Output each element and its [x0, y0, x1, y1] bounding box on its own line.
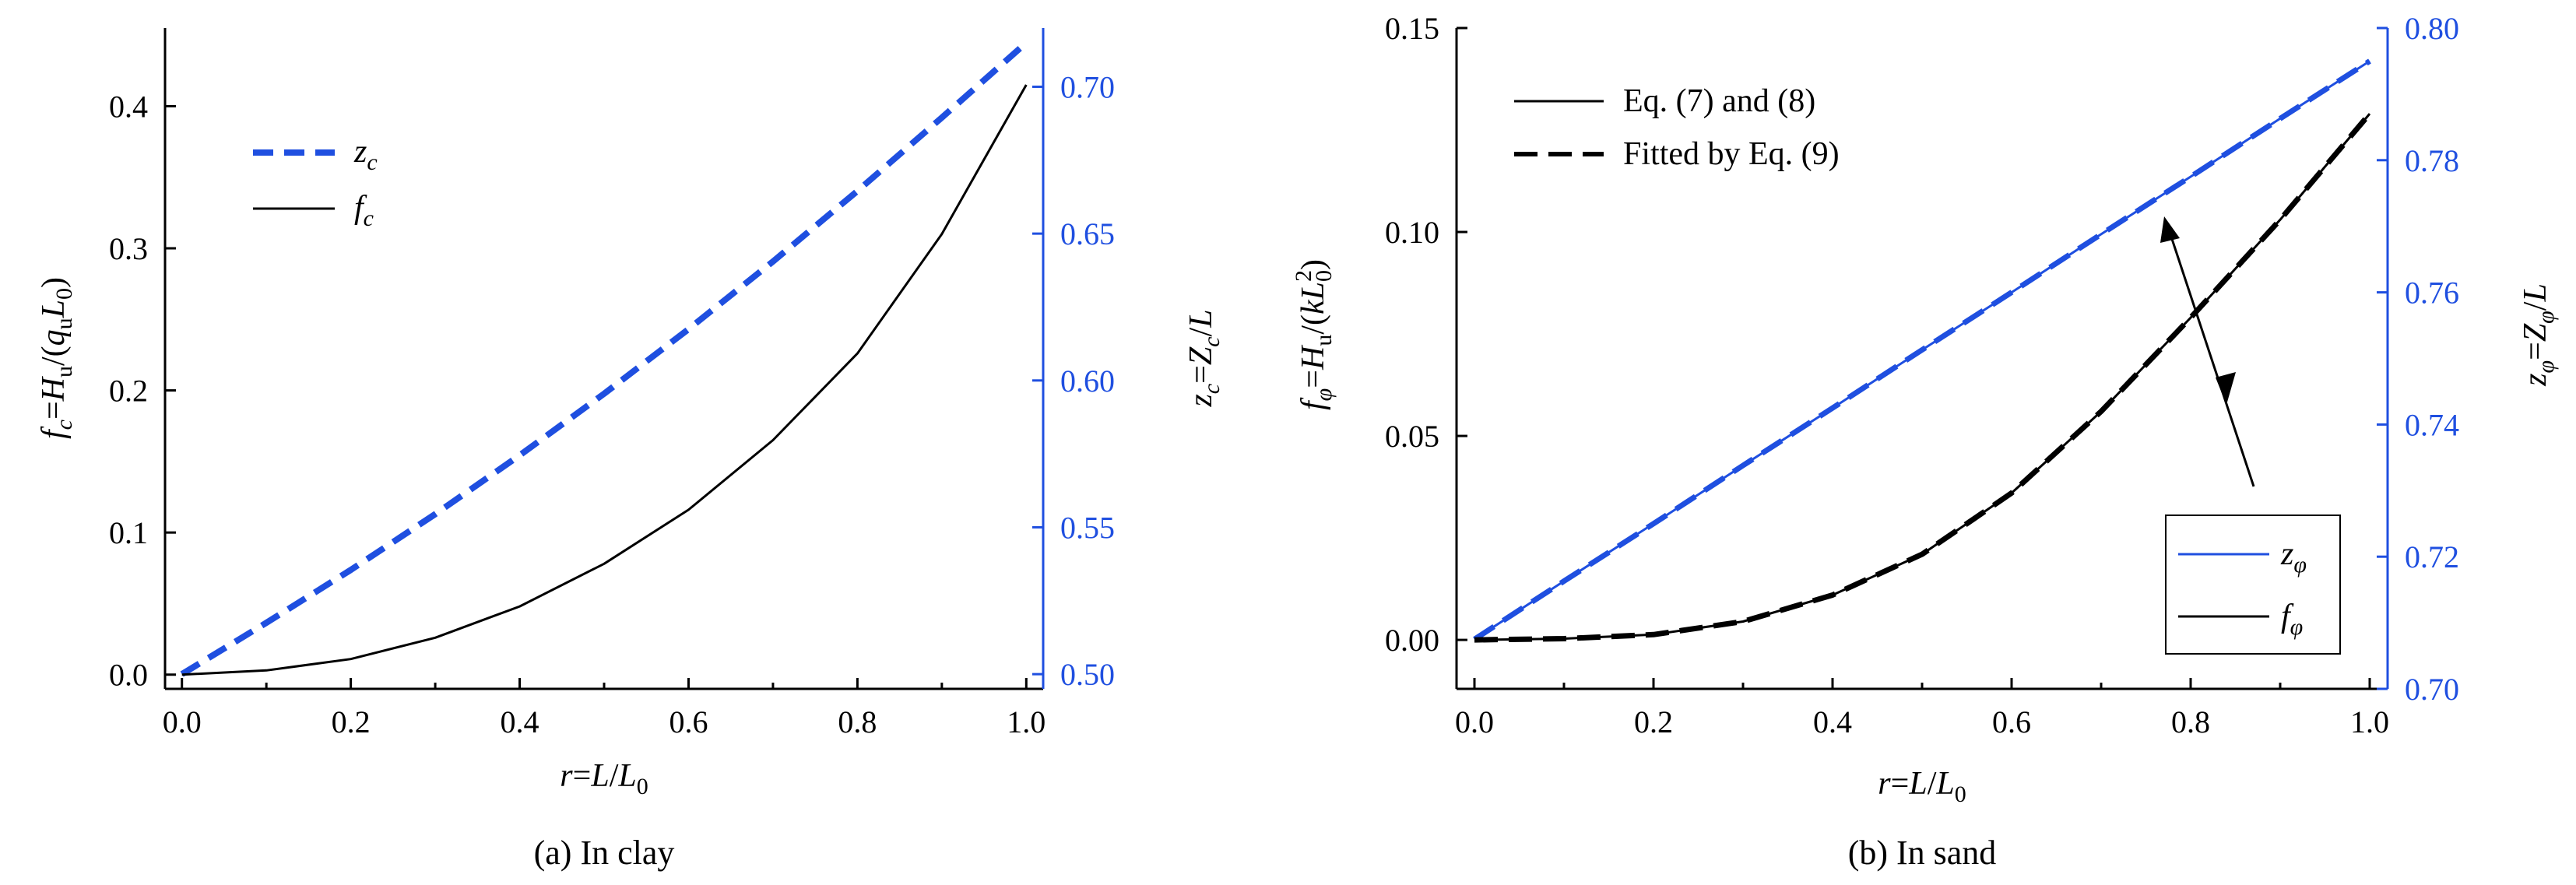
- panel-a-right-tick-label: 0.60: [1060, 363, 1115, 399]
- panel-b-left-tick-label: 0.10: [1385, 215, 1439, 250]
- panel-a-series: [180, 40, 1028, 677]
- arrow-head-f: [2216, 372, 2236, 405]
- panel-b-legend-top: Eq. (7) and (8) Fitted by Eq. (9): [1514, 83, 1840, 172]
- panel-a-x-tick-label: 0.6: [669, 704, 708, 739]
- panel-a-x-tick-label: 0.0: [163, 704, 202, 739]
- panel-b-x-tick-label: 0.8: [2171, 704, 2210, 739]
- panel-a-x-tick-label: 0.8: [838, 704, 877, 739]
- panel-a-right-tick-label: 0.50: [1060, 657, 1115, 692]
- panel-a-left-tick-label: 0.1: [109, 515, 148, 550]
- panel-a-x-ticks: 0.0 0.2 0.4 0.6 0.8 1.0: [163, 678, 1046, 739]
- panel-b-right-tick-label: 0.78: [2405, 143, 2459, 178]
- panel-b-x-tick-label: 0.2: [1634, 704, 1673, 739]
- legend-eq78-label: Eq. (7) and (8): [1623, 83, 1815, 119]
- arrow-head-z: [2160, 216, 2180, 243]
- panel-a-left-tick-label: 0.0: [109, 658, 148, 693]
- panel-b-arrows: [2160, 216, 2255, 487]
- series-zφ-fitted-line: [1473, 58, 2371, 642]
- panel-b-right-axis-label: zφ=Zφ/L: [2518, 283, 2559, 387]
- panel-b-x-tick-label: 0.6: [1992, 704, 2031, 739]
- panel-b-right-tick-label: 0.74: [2405, 407, 2459, 442]
- legend-fc-label: fc: [354, 190, 374, 231]
- panel-a-right-axis-label: zc=Zc/L: [1183, 309, 1225, 407]
- series-fφ-fitted-line: [1474, 111, 2372, 643]
- panel-b-left-ticks: 0.00 0.05 0.10 0.15: [1385, 11, 1467, 658]
- panel-a-right-tick-label: 0.65: [1060, 216, 1115, 251]
- panel-a-left-axis-label: fc=Hu/(quL0): [36, 277, 77, 439]
- panel-a: 0.0 0.2 0.4 0.6 0.8 1.0 0.00.10.20.30.4 0.500…: [36, 28, 1225, 872]
- panel-b: 0.0 0.2 0.4 0.6 0.8 1.0 0.00 0.05 0.10 0.15 0.70…: [1291, 11, 2559, 872]
- panel-a-frame: [163, 28, 1045, 690]
- panel-b-right-ticks: 0.70 0.72 0.74 0.76 0.78 0.80: [2377, 11, 2459, 707]
- panel-a-caption: (a) In clay: [534, 834, 675, 872]
- series-fc-line: [181, 84, 1028, 676]
- legend-box: [2165, 514, 2341, 655]
- panel-b-left-axis-label: fφ=Hu/(kL20): [1291, 259, 1337, 410]
- panel-b-x-tick-label: 1.0: [2350, 704, 2389, 739]
- panel-a-left-tick-label: 0.3: [109, 231, 148, 266]
- panel-b-caption: (b) In sand: [1848, 834, 1997, 872]
- panel-b-right-tick-label: 0.72: [2405, 539, 2459, 574]
- arrow-to-z-curve: [2168, 231, 2255, 487]
- panel-a-left-tick-label: 0.4: [109, 89, 148, 124]
- panel-b-left-tick-label: 0.05: [1385, 419, 1439, 454]
- panel-b-left-tick-label: 0.15: [1385, 11, 1439, 46]
- panel-a-x-tick-label: 0.4: [501, 704, 539, 739]
- panel-b-x-tick-label: 0.0: [1455, 704, 1494, 739]
- panel-b-right-tick-label: 0.76: [2405, 276, 2459, 311]
- panel-a-right-tick-label: 0.70: [1060, 69, 1115, 104]
- panel-a-right-ticks: 0.50 0.55 0.60 0.65 0.70: [1032, 69, 1115, 692]
- panel-a-x-label: r=L/L0: [560, 758, 648, 799]
- panel-b-series: [1473, 58, 2372, 643]
- panel-b-x-label: r=L/L0: [1878, 766, 1966, 807]
- panel-a-legend: zc fc: [253, 134, 378, 231]
- panel-b-legend-bottom: zφ fφ: [2165, 514, 2341, 655]
- panel-b-right-tick-label: 0.80: [2405, 11, 2459, 46]
- panel-a-x-tick-label: 1.0: [1007, 704, 1046, 739]
- panel-a-x-tick-label: 0.2: [332, 704, 371, 739]
- panel-b-x-tick-label: 0.4: [1813, 704, 1852, 739]
- panel-b-right-tick-label: 0.70: [2405, 672, 2459, 707]
- legend-zc-label: zc: [353, 134, 378, 175]
- panel-b-left-tick-label: 0.00: [1385, 623, 1439, 658]
- series-zc-line: [180, 40, 1028, 677]
- panel-a-left-ticks: 0.0 0.1 0.2 0.3 0.4: [109, 89, 176, 693]
- panel-b-x-ticks: 0.0 0.2 0.4 0.6 0.8 1.0: [1455, 678, 2389, 739]
- legend-fitted-label: Fitted by Eq. (9): [1623, 136, 1840, 172]
- panel-a-left-tick-label: 0.2: [109, 374, 148, 409]
- panel-a-right-tick-label: 0.55: [1060, 510, 1115, 545]
